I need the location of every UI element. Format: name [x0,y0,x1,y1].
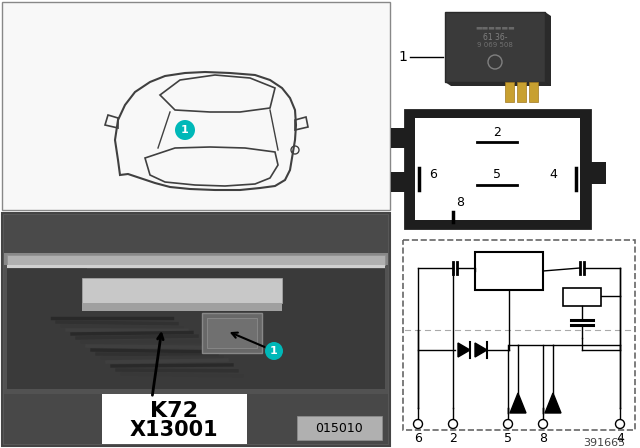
Polygon shape [445,82,551,86]
Polygon shape [458,343,470,357]
Text: 5: 5 [504,432,512,445]
Circle shape [449,419,458,428]
Text: 1: 1 [399,50,408,64]
Bar [202,313,262,353]
Text: 1: 1 [181,125,189,135]
Circle shape [538,419,547,428]
Bar [4,215,388,253]
Circle shape [265,342,283,360]
Text: 5: 5 [493,168,501,181]
Bar [445,12,545,82]
Text: 4: 4 [549,168,557,181]
Bar [2,213,390,446]
Bar [102,394,247,444]
Text: 8: 8 [456,197,464,210]
Bar [7,255,385,265]
Text: 6: 6 [429,168,437,181]
Bar [7,265,385,268]
Text: 015010: 015010 [315,422,363,435]
Bar [391,128,405,148]
Circle shape [616,419,625,428]
Circle shape [175,120,195,140]
Bar [4,394,388,444]
Text: ▬▬▬▬▬▬: ▬▬▬▬▬▬ [475,24,515,30]
Circle shape [504,419,513,428]
Bar [475,252,543,290]
Bar [403,240,635,430]
Bar [405,110,590,228]
Bar [82,278,282,303]
Bar [297,416,382,440]
Bar [82,303,282,311]
Bar [7,269,385,389]
Bar [415,118,580,220]
Bar [505,82,514,102]
Bar [7,268,87,368]
Text: 2: 2 [493,125,501,138]
Text: X13001: X13001 [130,420,218,440]
Text: 4: 4 [616,432,624,445]
Text: 61 36-: 61 36- [483,33,508,42]
Bar [451,16,551,86]
Polygon shape [545,12,551,86]
Circle shape [413,419,422,428]
Bar [590,162,606,184]
Bar [2,2,390,210]
Polygon shape [510,393,526,413]
Bar [563,288,601,306]
Bar [517,82,526,102]
Bar [391,172,405,192]
Text: 9 069 508: 9 069 508 [477,42,513,48]
Text: 2: 2 [449,432,457,445]
Polygon shape [545,393,561,413]
Bar [4,253,388,265]
Polygon shape [475,343,487,357]
Bar [207,318,257,348]
Bar [4,265,388,444]
Text: 6: 6 [414,432,422,445]
Text: 1: 1 [270,346,278,356]
Text: 391665: 391665 [583,438,625,448]
Text: K72: K72 [150,401,198,421]
Text: 8: 8 [539,432,547,445]
Bar [529,82,538,102]
